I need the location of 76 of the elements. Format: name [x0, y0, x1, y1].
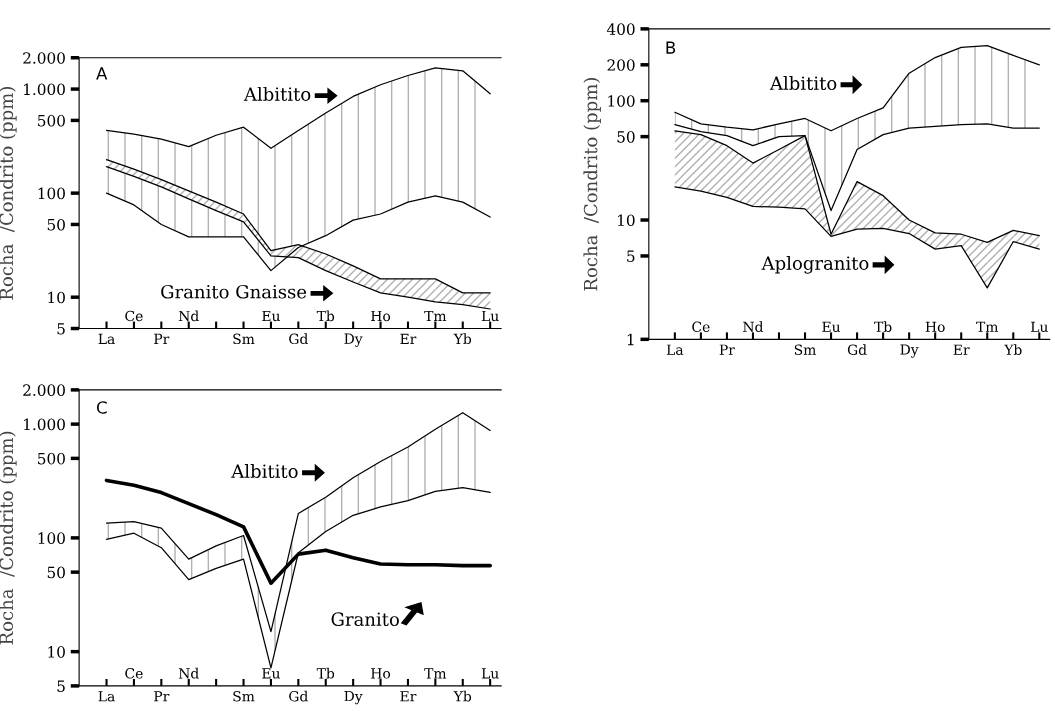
- x-tick-label: Tb: [316, 667, 335, 679]
- x-tick-label: Pr: [154, 691, 170, 702]
- x-tick-label: Eu: [262, 310, 280, 322]
- x-tick-label: Nd: [178, 667, 199, 679]
- x-tick-label: Pr: [719, 344, 735, 355]
- y-tick-label: 1.000: [24, 418, 65, 431]
- y-tick-label: 500: [38, 114, 65, 127]
- annotation: Granito Gnaisse: [161, 284, 307, 299]
- x-tick-label: Ho: [371, 310, 391, 322]
- x-tick-label: Gd: [847, 344, 867, 355]
- y-tick-label: 100: [38, 187, 65, 200]
- x-tick-label: Ho: [371, 668, 391, 679]
- x-tick-label: Sm: [233, 691, 255, 702]
- y-tick-label: 100: [38, 532, 65, 544]
- annotation: C: [96, 401, 107, 414]
- x-tick-label: Sm: [794, 344, 816, 355]
- y-tick-label: 10: [48, 291, 65, 304]
- x-tick-label: Dy: [344, 690, 363, 705]
- y-axis-title: Rocha /Condrito (ppm): [0, 431, 17, 645]
- x-tick-label: La: [98, 691, 115, 702]
- y-tick-label: 400: [606, 23, 635, 35]
- y-tick-label: 1.000: [24, 83, 65, 96]
- y-tick-label: 50: [47, 566, 65, 579]
- x-tick-label: Gd: [289, 333, 308, 345]
- y-tick-label: 1: [627, 333, 634, 346]
- y-tick-label: 200: [607, 59, 635, 71]
- x-tick-label: Dy: [900, 344, 919, 358]
- x-tick-label: Ce: [125, 310, 143, 322]
- x-tick-label: Pr: [154, 333, 170, 344]
- x-tick-label: Lu: [481, 668, 499, 679]
- y-tick-label: 2.000: [23, 52, 65, 64]
- x-tick-label: Ho: [925, 321, 945, 333]
- x-tick-label: Nd: [178, 310, 199, 322]
- annotation: A: [96, 67, 108, 80]
- x-tick-label: Tb: [874, 321, 892, 333]
- line-series: [105, 67, 491, 149]
- annotation: Albitito: [769, 76, 837, 90]
- annotation: Aplogranito: [761, 255, 869, 274]
- x-tick-label: Er: [400, 691, 417, 702]
- y-tick-label: 5: [627, 250, 635, 262]
- x-tick-label: Er: [953, 344, 970, 355]
- x-tick-label: Yb: [1004, 344, 1022, 355]
- y-tick-label: 10: [618, 214, 635, 227]
- y-axis-title: Rocha /Condrito (ppm): [0, 87, 17, 300]
- y-tick-label: 500: [38, 452, 65, 465]
- y-tick-label: 10: [48, 646, 65, 658]
- x-tick-label: Eu: [262, 668, 280, 679]
- x-tick-label: Lu: [1030, 321, 1048, 333]
- x-tick-label: La: [666, 344, 684, 355]
- x-tick-label: Yb: [453, 690, 472, 702]
- annotation: B: [666, 41, 676, 54]
- y-tick-label: 50: [617, 131, 635, 143]
- y-tick-label: 5: [57, 680, 65, 692]
- x-tick-label: Er: [400, 333, 417, 344]
- x-tick-label: Nd: [743, 321, 764, 333]
- x-tick-label: Eu: [822, 321, 841, 333]
- annotation: Albitito: [243, 86, 311, 101]
- x-tick-label: Tm: [424, 668, 447, 679]
- y-tick-label: 2.000: [23, 384, 65, 396]
- y-tick-label: 100: [608, 95, 635, 107]
- x-tick-label: La: [98, 333, 115, 345]
- x-tick-label: Gd: [289, 690, 308, 702]
- annotation: Granito: [331, 612, 399, 627]
- x-tick-label: Lu: [481, 310, 499, 322]
- y-tick-label: 50: [47, 218, 65, 231]
- x-tick-label: Sm: [233, 333, 255, 345]
- y-tick-label: 5: [57, 323, 65, 335]
- x-tick-label: Ce: [692, 321, 710, 333]
- x-tick-label: Dy: [344, 333, 363, 347]
- x-tick-label: Ce: [125, 668, 143, 679]
- x-tick-label: Tb: [316, 310, 335, 322]
- y-axis-title: Rocha /Condrito (ppm): [583, 78, 601, 291]
- annotation: Albitito: [231, 464, 298, 478]
- x-tick-label: Yb: [453, 333, 472, 345]
- x-tick-label: Tm: [424, 310, 447, 322]
- x-tick-label: Tm: [976, 321, 999, 332]
